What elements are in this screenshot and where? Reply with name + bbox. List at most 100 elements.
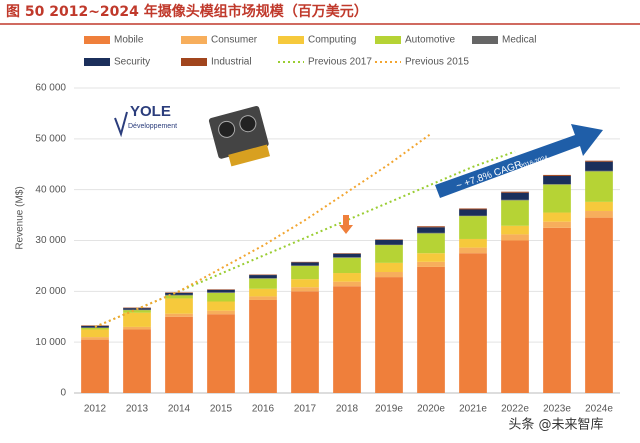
bar-segment xyxy=(333,253,361,258)
bar-segment xyxy=(207,292,235,293)
legend-label: Consumer xyxy=(211,35,258,46)
y-tick-label: 40 000 xyxy=(35,184,66,195)
y-tick-label: 60 000 xyxy=(35,83,66,94)
bar-segment xyxy=(375,277,403,393)
bar-segment xyxy=(501,240,529,393)
bar-segment xyxy=(333,257,361,258)
legend-swatch xyxy=(375,36,401,44)
bar-segment xyxy=(165,298,193,314)
bar-segment xyxy=(501,199,529,201)
bar-segment xyxy=(291,262,319,266)
bar-segment xyxy=(207,301,235,311)
bar-segment xyxy=(291,261,319,263)
bar-segment xyxy=(249,278,277,289)
bar-segment xyxy=(501,192,529,200)
bar-segment xyxy=(459,215,487,217)
bar-segment xyxy=(501,191,529,193)
bar-segment xyxy=(543,184,571,185)
bar-segment xyxy=(249,288,277,297)
arrow-marker xyxy=(339,215,353,234)
x-tick-label: 2024e xyxy=(585,404,613,415)
camera-flex xyxy=(228,144,271,167)
bar-segment xyxy=(375,262,403,273)
bar-segment xyxy=(207,289,235,293)
y-tick-label: 20 000 xyxy=(35,286,66,297)
bar-segment xyxy=(417,232,445,234)
x-tick-label: 2022e xyxy=(501,404,529,415)
bar-segment xyxy=(291,265,319,266)
legend-label: Security xyxy=(114,57,150,68)
bar-segment xyxy=(375,245,403,263)
bar-segment xyxy=(375,244,403,246)
y-tick-label: 30 000 xyxy=(35,235,66,246)
bar-segment xyxy=(585,171,613,202)
bar-segment xyxy=(459,216,487,239)
bar-segment xyxy=(543,221,571,228)
bar-segment xyxy=(207,310,235,315)
x-tick-label: 2015 xyxy=(210,404,233,415)
bar-segment xyxy=(501,225,529,235)
x-tick-label: 2023e xyxy=(543,404,571,415)
camera-lens xyxy=(239,115,257,133)
logo: YOLE Développement xyxy=(114,103,177,138)
bar-segment xyxy=(333,286,361,393)
bar-segment xyxy=(417,266,445,393)
bar-segment xyxy=(585,170,613,172)
bar-segment xyxy=(165,295,193,299)
bar-segment xyxy=(543,184,571,213)
bar-segment xyxy=(249,299,277,393)
bar-segment xyxy=(291,265,319,280)
bar-segment xyxy=(585,211,613,218)
legend-label: Medical xyxy=(502,35,536,46)
bar-segment xyxy=(585,161,613,171)
bar-segment xyxy=(123,312,151,327)
camera-image xyxy=(208,106,271,167)
y-axis-label: Revenue (M$) xyxy=(15,186,26,249)
bar-segment xyxy=(81,339,109,393)
legend-swatch xyxy=(278,36,304,44)
legend-label: Computing xyxy=(308,35,356,46)
legend-label: Automotive xyxy=(405,35,455,46)
bar-segment xyxy=(501,234,529,241)
bar-segment xyxy=(375,239,403,240)
y-tick-label: 0 xyxy=(60,388,66,399)
logo-mark xyxy=(114,111,128,138)
cagr-arrow xyxy=(435,124,603,198)
bar-segment xyxy=(333,281,361,287)
logo-subtext: Développement xyxy=(128,123,177,130)
x-tick-label: 2021e xyxy=(459,404,487,415)
bar-segment xyxy=(165,313,193,317)
x-tick-label: 2016 xyxy=(252,404,275,415)
bar-segment xyxy=(417,227,445,233)
bar-segment xyxy=(249,278,277,279)
bar-segment xyxy=(333,253,361,254)
bar-segment xyxy=(249,274,277,276)
bar-segment xyxy=(165,292,193,295)
y-tick-label: 50 000 xyxy=(35,133,66,144)
bar-segment xyxy=(375,239,403,245)
logo-text: YOLE xyxy=(130,103,171,120)
bar-segment xyxy=(291,291,319,393)
x-tick-label: 2019e xyxy=(375,404,403,415)
x-tick-label: 2017 xyxy=(294,404,317,415)
x-tick-label: 2013 xyxy=(126,404,149,415)
bar-segment xyxy=(123,329,151,393)
bar-segment xyxy=(123,307,151,309)
bar-segment xyxy=(207,314,235,393)
x-tick-label: 2020e xyxy=(417,404,445,415)
bar-segment xyxy=(585,160,613,162)
x-tick-label: 2014 xyxy=(168,404,191,415)
bar-segment xyxy=(417,261,445,267)
bar-segment xyxy=(333,273,361,282)
bar-segment xyxy=(291,287,319,292)
bar-segment xyxy=(543,212,571,222)
bar-segment xyxy=(249,296,277,300)
bar-segment xyxy=(291,279,319,288)
bar-segment xyxy=(165,294,193,296)
bar-segment xyxy=(459,209,487,216)
bar-segment xyxy=(375,272,403,278)
bar-segment xyxy=(459,238,487,248)
legend-label: Previous 2017 xyxy=(308,57,372,68)
bar-segment xyxy=(585,217,613,393)
